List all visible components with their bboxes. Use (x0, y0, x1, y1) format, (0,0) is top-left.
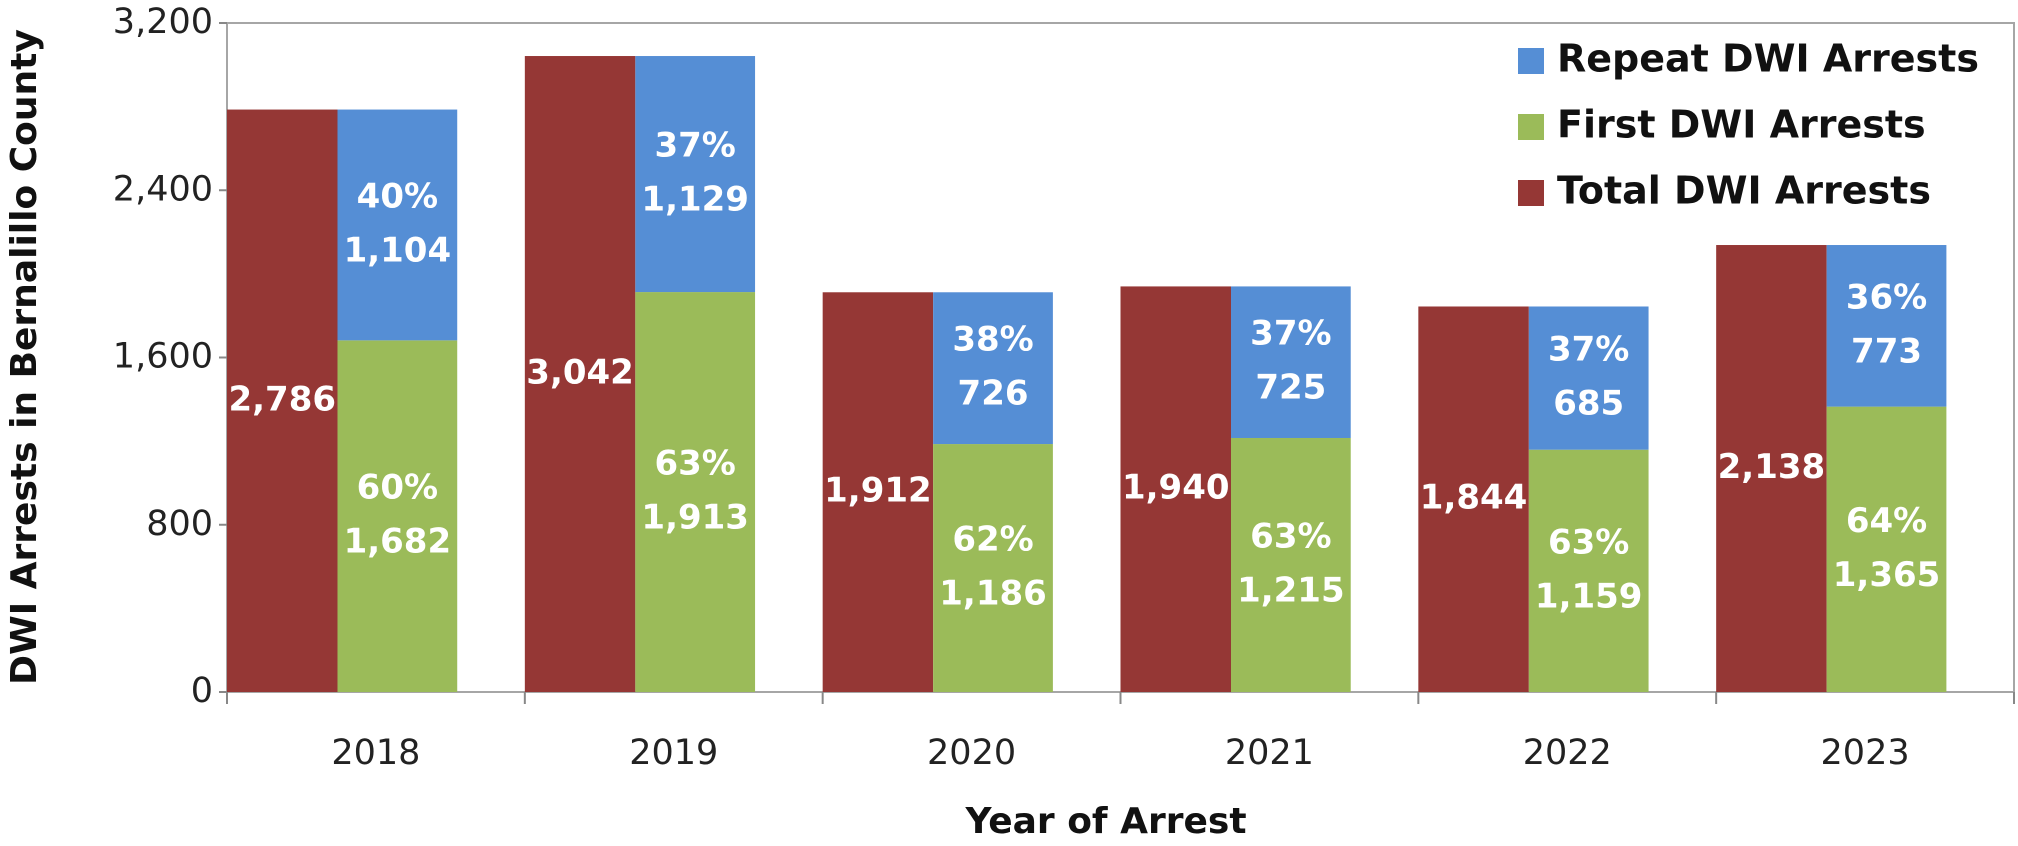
percent-label: 63% (1250, 516, 1331, 556)
data-label: 1,844 (1420, 478, 1528, 518)
bar-segment (635, 56, 756, 293)
bar-segment (933, 444, 1053, 692)
data-label: 1,940 (1122, 468, 1230, 508)
data-label: 2,786 (228, 379, 336, 419)
bar (1120, 286, 1231, 692)
bar-segment (1230, 437, 1351, 692)
percent-label: 63% (1548, 522, 1629, 562)
bar-segment (1528, 306, 1649, 450)
x-tick-label: 2021 (1225, 733, 1314, 773)
x-axis-title: Year of Arrest (964, 801, 1246, 842)
bar-segment (933, 292, 1053, 445)
y-tick-label: 2,400 (113, 169, 213, 209)
bar (524, 56, 636, 693)
percent-label: 60% (357, 468, 438, 508)
data-label: 726 (958, 374, 1029, 414)
percent-label: 64% (1846, 501, 1927, 541)
legend-label: First DWI Arrests (1557, 103, 1926, 147)
legend-label: Repeat DWI Arrests (1557, 37, 1979, 81)
data-label: 685 (1553, 384, 1624, 424)
data-label: 1,913 (641, 498, 749, 538)
y-axis-title: DWI Arrests in Bernalillo County (4, 29, 45, 685)
y-tick-label: 1,600 (113, 337, 213, 377)
data-label: 1,186 (939, 574, 1047, 614)
legend-swatch (1518, 48, 1544, 74)
data-label: 773 (1851, 331, 1922, 371)
percent-label: 38% (952, 320, 1033, 360)
bar (822, 292, 934, 692)
percent-label: 37% (654, 126, 735, 166)
data-label: 1,159 (1535, 576, 1643, 616)
percent-label: 37% (1250, 314, 1331, 354)
legend-swatch (1518, 114, 1544, 140)
data-label: 1,215 (1237, 570, 1345, 610)
bar-segment (1826, 406, 1947, 692)
percent-label: 40% (357, 176, 438, 216)
bar-segment (1230, 286, 1351, 438)
legend-label: Total DWI Arrests (1557, 169, 1931, 213)
y-tick-label: 800 (146, 504, 213, 544)
percent-label: 37% (1548, 330, 1629, 370)
data-label: 1,129 (641, 180, 749, 220)
data-label: 2,138 (1718, 447, 1826, 487)
y-tick-label: 0 (191, 671, 213, 711)
bar-segment (337, 340, 458, 692)
y-tick-label: 3,200 (113, 2, 213, 42)
data-label: 1,365 (1833, 555, 1941, 595)
bar (1418, 306, 1529, 692)
data-label: 1,912 (824, 471, 932, 511)
legend-swatch (1518, 180, 1544, 206)
percent-label: 36% (1846, 277, 1927, 317)
percent-label: 63% (654, 444, 735, 484)
percent-label: 62% (952, 520, 1033, 560)
bar-segment (1528, 449, 1649, 692)
x-tick-label: 2020 (927, 733, 1016, 773)
bar-segment (337, 109, 458, 341)
x-tick-label: 2022 (1523, 733, 1612, 773)
x-tick-label: 2019 (629, 733, 718, 773)
data-label: 725 (1255, 368, 1326, 408)
data-label: 3,042 (526, 353, 634, 393)
bar-segment (1826, 245, 1947, 407)
x-tick-label: 2023 (1821, 733, 1910, 773)
data-label: 1,104 (344, 230, 452, 270)
bar (1716, 245, 1827, 693)
bar-segment (635, 292, 756, 692)
x-tick-label: 2018 (331, 733, 420, 773)
data-label: 1,682 (344, 522, 452, 562)
bar (227, 109, 338, 692)
